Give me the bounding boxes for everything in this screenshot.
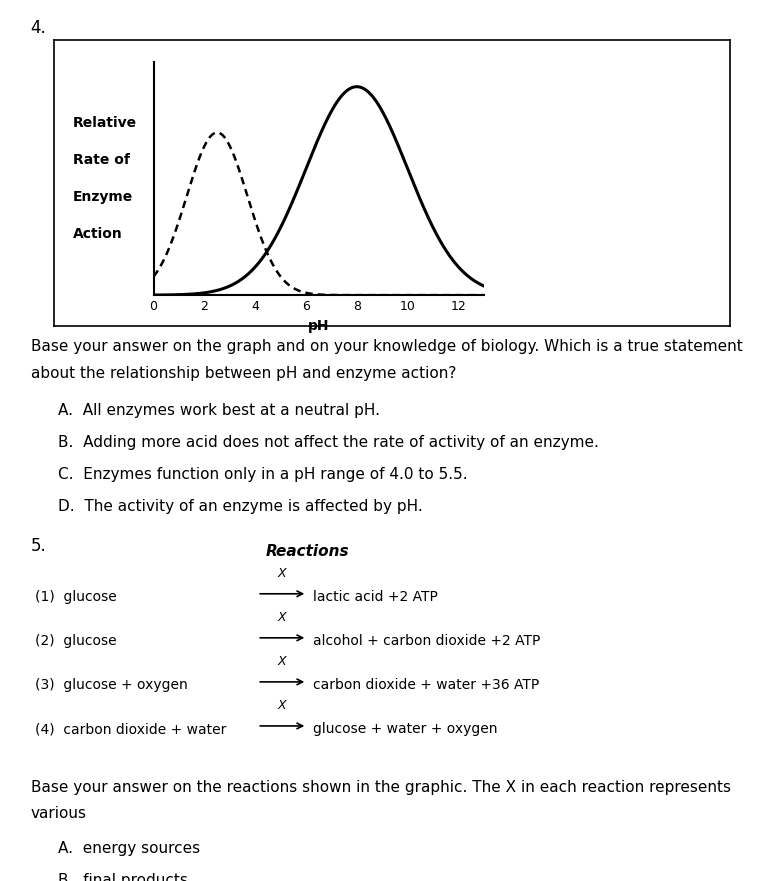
Text: (3)  glucose + oxygen: (3) glucose + oxygen bbox=[35, 678, 187, 692]
Text: Rate of: Rate of bbox=[73, 153, 130, 167]
Text: B.  Adding more acid does not affect the rate of activity of an enzyme.: B. Adding more acid does not affect the … bbox=[58, 435, 598, 450]
Text: glucose + water + oxygen: glucose + water + oxygen bbox=[313, 722, 498, 737]
Text: alcohol + carbon dioxide +2 ATP: alcohol + carbon dioxide +2 ATP bbox=[313, 634, 541, 648]
X-axis label: pH: pH bbox=[308, 319, 329, 332]
Text: D.  The activity of an enzyme is affected by pH.: D. The activity of an enzyme is affected… bbox=[58, 499, 422, 514]
Text: (1)  glucose: (1) glucose bbox=[35, 590, 116, 604]
Text: A.  All enzymes work best at a neutral pH.: A. All enzymes work best at a neutral pH… bbox=[58, 403, 379, 418]
Text: A.  energy sources: A. energy sources bbox=[58, 841, 200, 856]
Text: about the relationship between pH and enzyme action?: about the relationship between pH and en… bbox=[31, 366, 456, 381]
Text: X: X bbox=[278, 611, 286, 624]
Text: C.  Enzymes function only in a pH range of 4.0 to 5.5.: C. Enzymes function only in a pH range o… bbox=[58, 467, 467, 482]
Text: 5.: 5. bbox=[31, 537, 47, 555]
Text: Base your answer on the graph and on your knowledge of biology. Which is a true : Base your answer on the graph and on you… bbox=[31, 339, 743, 354]
Text: X: X bbox=[278, 566, 286, 580]
Text: Reactions: Reactions bbox=[266, 544, 349, 559]
Text: Base your answer on the reactions shown in the graphic. The X in each reaction r: Base your answer on the reactions shown … bbox=[31, 780, 730, 795]
Text: Action: Action bbox=[73, 227, 123, 241]
Text: X: X bbox=[278, 655, 286, 668]
Text: B.  final products: B. final products bbox=[58, 873, 187, 881]
Text: Relative: Relative bbox=[73, 116, 137, 130]
Text: (2)  glucose: (2) glucose bbox=[35, 634, 116, 648]
Text: 4.: 4. bbox=[31, 19, 47, 37]
Text: lactic acid +2 ATP: lactic acid +2 ATP bbox=[313, 590, 439, 604]
Text: carbon dioxide + water +36 ATP: carbon dioxide + water +36 ATP bbox=[313, 678, 540, 692]
Text: (4)  carbon dioxide + water: (4) carbon dioxide + water bbox=[35, 722, 226, 737]
Text: X: X bbox=[278, 699, 286, 712]
Text: various: various bbox=[31, 806, 87, 821]
Text: Enzyme: Enzyme bbox=[73, 190, 133, 204]
